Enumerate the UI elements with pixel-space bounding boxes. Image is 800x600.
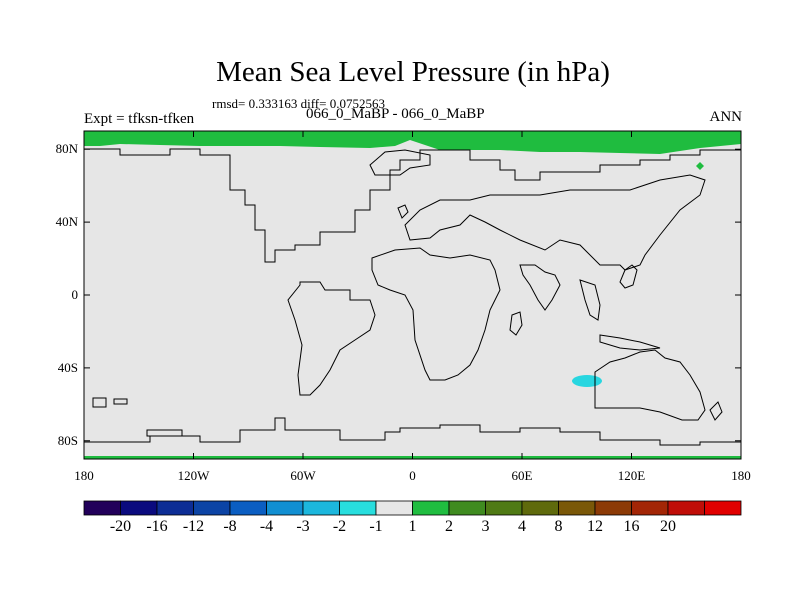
y-tick-label: 80S [57, 432, 78, 448]
map-panel [83, 130, 742, 460]
colorbar-label: -12 [182, 518, 205, 535]
colorbar [83, 500, 742, 516]
x-tick-label: 60E [511, 468, 533, 483]
antarctic-islands-left [92, 397, 128, 408]
indonesia-coast [599, 334, 661, 351]
experiment-label: Expt = tfksn-tfken [84, 111, 195, 127]
colorbar-label: 16 [623, 518, 640, 535]
north-america-coast [84, 148, 741, 263]
colorbar-box [83, 500, 121, 516]
india-coast [519, 264, 561, 311]
southeast-asia-coast [579, 279, 601, 321]
coastlines [84, 148, 741, 446]
colorbar-box [229, 500, 267, 516]
y-tick-label: 80N [55, 141, 78, 157]
colorbar-label: -20 [109, 518, 132, 535]
map-background [84, 131, 741, 459]
colorbar-box [631, 500, 669, 516]
arctic-positive-anomaly [84, 131, 741, 154]
south-america-coast [287, 281, 376, 396]
colorbar-box [521, 500, 559, 516]
antarctica-coast [84, 417, 741, 446]
experiment-periods: 066_0_MaBP - 066_0_MaBP [306, 106, 485, 122]
colorbar-box [266, 500, 304, 516]
colorbar-box [156, 500, 194, 516]
y-tick-label: 0 [71, 287, 79, 302]
australia-coast [594, 349, 706, 421]
colorbar-label: -4 [259, 518, 274, 535]
colorbar-label: -3 [296, 518, 310, 535]
colorbar-label: -8 [223, 518, 237, 535]
x-tick-label: 180 [731, 468, 751, 483]
colorbar-box [412, 500, 450, 516]
x-tick-label: 0 [409, 468, 416, 483]
colorbar-label: 12 [587, 518, 603, 535]
colorbar-box [667, 500, 705, 516]
y-tick-label: 40S [57, 359, 78, 375]
colorbar-box [594, 500, 632, 516]
season-label: ANN [709, 109, 743, 125]
colorbar-box [485, 500, 523, 516]
new-zealand-coast [709, 401, 723, 421]
eurasia-coast [404, 174, 706, 271]
antarctic-peninsula [146, 429, 183, 437]
madagascar-coast [509, 311, 523, 336]
colorbar-box [375, 500, 413, 516]
colorbar-label: 4 [518, 518, 526, 535]
japan-coast [619, 264, 638, 289]
colorbar-label: -2 [332, 518, 347, 535]
africa-coast [371, 247, 501, 381]
colorbar-label: 3 [481, 518, 490, 535]
indian-ocean-negative-anomaly [572, 375, 602, 387]
siberia-positive-spot [696, 162, 704, 170]
uk-coast [397, 204, 409, 219]
x-tick-label: 180 [74, 468, 94, 483]
stats-line: rmsd= 0.333163 diff= 0.0752563 [212, 96, 385, 111]
colorbar-label: -1 [369, 518, 383, 535]
colorbar-box [193, 500, 231, 516]
colorbar-box [448, 500, 486, 516]
colorbar-label: 8 [554, 518, 563, 535]
colorbar-label: 20 [660, 518, 676, 535]
colorbar-box [558, 500, 596, 516]
plot-title: Mean Sea Level Pressure (in hPa) [216, 56, 610, 88]
y-tick-label: 40N [55, 214, 78, 230]
greenland-coast [369, 149, 431, 176]
x-tick-label: 120E [617, 468, 646, 483]
x-tick-label: 120W [177, 468, 210, 483]
axis-ticks [83, 131, 742, 459]
colorbar-label: 2 [445, 518, 453, 535]
x-tick-label: 60W [290, 468, 316, 483]
colorbar-box [120, 500, 158, 516]
colorbar-label: 1 [408, 518, 417, 535]
colorbar-box [339, 500, 377, 516]
colorbar-box [302, 500, 340, 516]
colorbar-box [704, 500, 742, 516]
colorbar-label: -16 [146, 518, 168, 535]
